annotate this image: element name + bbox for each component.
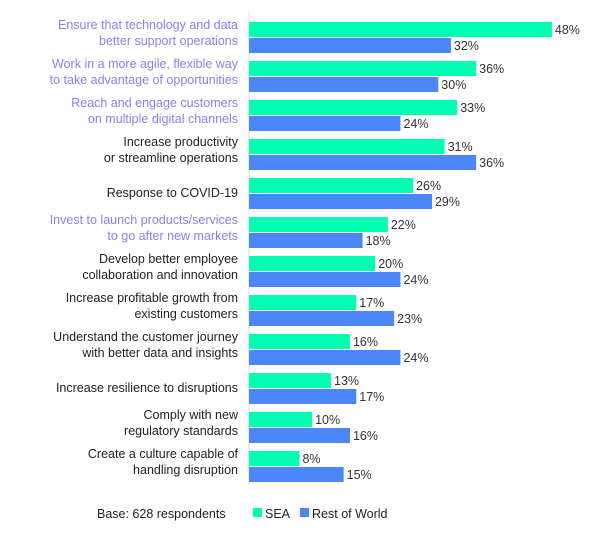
bar-sea [249, 100, 458, 115]
data-label: 10% [315, 413, 340, 427]
bar-rest-of-world [249, 467, 344, 482]
data-label: 36% [479, 156, 504, 170]
category-label: Ensure that technology and data [58, 18, 238, 32]
data-label: 29% [435, 195, 460, 209]
bar-rest-of-world [249, 311, 395, 326]
data-label: 48% [555, 23, 580, 37]
category-label: Work in a more agile, flexible way [52, 57, 239, 71]
data-label: 16% [353, 429, 378, 443]
bar-sea [249, 334, 350, 349]
data-label: 36% [479, 62, 504, 76]
category-label: Understand the customer journey [53, 330, 239, 344]
legend-label: SEA [265, 507, 291, 521]
bar-sea [249, 412, 313, 427]
data-label: 23% [397, 312, 422, 326]
bar-sea [249, 451, 300, 466]
category-label: to take advantage of opportunities [50, 73, 238, 87]
bar-rest-of-world [249, 350, 401, 365]
data-label: 33% [460, 101, 485, 115]
data-label: 17% [359, 390, 384, 404]
data-label: 18% [366, 234, 391, 248]
category-label: Comply with new [144, 408, 239, 422]
bar-sea [249, 139, 445, 154]
bar-rest-of-world [249, 428, 350, 443]
category-label: collaboration and innovation [82, 268, 238, 282]
bar-sea [249, 178, 414, 193]
bar-sea [249, 61, 477, 76]
bar-rest-of-world [249, 155, 477, 170]
bar-sea [249, 295, 357, 310]
category-label: Increase profitable growth from [66, 291, 238, 305]
footnote: Base: 628 respondents [97, 507, 226, 521]
category-label: Invest to launch products/services [50, 213, 238, 227]
bar-rest-of-world [249, 116, 401, 131]
data-label: 13% [334, 374, 359, 388]
data-label: 22% [391, 218, 416, 232]
category-label: Develop better employee [99, 252, 238, 266]
legend-label: Rest of World [312, 507, 388, 521]
legend-swatch [253, 508, 262, 517]
data-label: 20% [378, 257, 403, 271]
category-label: Increase productivity [123, 135, 238, 149]
category-label: handling disruption [133, 463, 238, 477]
data-label: 16% [353, 335, 378, 349]
data-label: 17% [359, 296, 384, 310]
bar-rest-of-world [249, 38, 451, 53]
bar-sea [249, 373, 332, 388]
data-label: 26% [416, 179, 441, 193]
bar-rest-of-world [249, 233, 363, 248]
bar-rest-of-world [249, 194, 432, 209]
category-label: with better data and insights [81, 346, 238, 360]
category-label: existing customers [134, 307, 238, 321]
category-label: Create a culture capable of [88, 447, 239, 461]
category-label: Increase resilience to disruptions [56, 381, 238, 395]
data-label: 24% [403, 117, 428, 131]
bar-rest-of-world [249, 272, 401, 287]
category-label: better support operations [99, 34, 238, 48]
bar-rest-of-world [249, 77, 439, 92]
data-label: 15% [347, 468, 372, 482]
data-label: 32% [454, 39, 479, 53]
category-label: to go after new markets [107, 229, 238, 243]
data-label: 24% [403, 351, 428, 365]
category-label: or streamline operations [104, 151, 238, 165]
bar-sea [249, 217, 388, 232]
bar-sea [249, 22, 552, 37]
data-label: 24% [403, 273, 428, 287]
data-label: 31% [448, 140, 473, 154]
bar-rest-of-world [249, 389, 357, 404]
category-label: on multiple digital channels [88, 112, 238, 126]
data-label: 30% [441, 78, 466, 92]
legend-swatch [300, 508, 310, 517]
bar-sea [249, 256, 376, 271]
category-label: Reach and engage customers [71, 96, 238, 110]
category-label: regulatory standards [124, 424, 238, 438]
category-label: Response to COVID-19 [107, 186, 238, 200]
data-label: 8% [302, 452, 320, 466]
